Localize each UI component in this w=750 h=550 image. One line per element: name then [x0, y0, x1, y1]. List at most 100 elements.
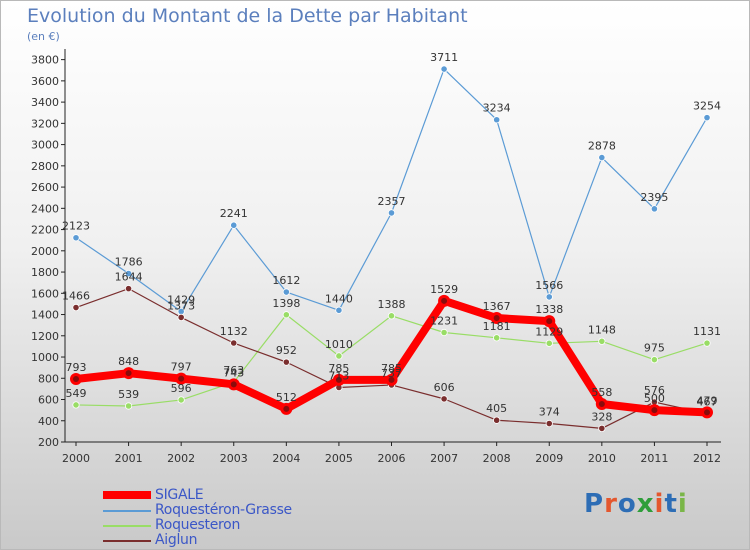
data-point-center-sigale: [441, 297, 448, 304]
x-tick-label: 2006: [378, 452, 406, 465]
data-label-roquesteron: 539: [118, 388, 139, 401]
legend-swatch-aiglun: [103, 540, 151, 542]
x-tick-label: 2001: [115, 452, 143, 465]
data-label-roquesteron: 1231: [430, 314, 458, 327]
data-label-roquesteron-grasse: 3234: [483, 102, 511, 115]
legend-label-roquesteron: Roquesteron: [155, 517, 241, 533]
data-point-roquesteron-grasse: [335, 306, 343, 314]
y-tick-label: 2600: [31, 181, 59, 194]
series-layer: [70, 65, 713, 433]
data-labels-layer: 2123 1786 1429 2241 1612 1440 2357 3711 3234 1566…: [62, 51, 721, 423]
y-tick-label: 1800: [31, 266, 59, 279]
data-point-center-sigale: [178, 375, 185, 382]
y-tick-label: 3800: [31, 54, 59, 67]
y-tick-label: 2400: [31, 202, 59, 215]
brand-letter: t: [664, 489, 678, 519]
data-label-aiglun: 737: [381, 367, 402, 380]
data-point-roquesteron-grasse: [493, 116, 501, 124]
y-tick-label: 2200: [31, 224, 59, 237]
data-point-roquesteron: [124, 402, 133, 410]
unit-label: (en €): [27, 30, 60, 43]
data-point-roquesteron: [335, 352, 343, 360]
y-tick-label: 2800: [31, 160, 59, 173]
chart-title: Evolution du Montant de la Dette par Hab…: [27, 5, 468, 27]
data-label-roquesteron: 596: [171, 382, 192, 395]
data-label-sigale: 785: [381, 362, 402, 375]
data-point-center-sigale: [73, 376, 79, 383]
data-point-aiglun: [493, 416, 501, 424]
brand-letter: x: [636, 489, 655, 519]
data-label-roquesteron-grasse: 2357: [378, 195, 406, 208]
brand-letter: r: [604, 489, 618, 519]
data-point-center-sigale: [598, 400, 605, 407]
data-point-roquesteron: [282, 311, 290, 319]
data-point-roquesteron-grasse: [650, 205, 659, 213]
data-label-roquesteron: 549: [66, 387, 87, 400]
brand-logo: Proxiti: [584, 489, 688, 519]
data-label-sigale: 1529: [430, 283, 458, 296]
legend-swatch-roquesteron: [103, 525, 151, 527]
axes: 200 400 600 800 1000 1200 1400 1600 1800 2000 2200…: [31, 49, 721, 465]
legend-swatch-roquesteron-grasse: [103, 510, 151, 512]
data-point-center-sigale: [230, 381, 237, 388]
brand-letter: P: [584, 489, 605, 519]
data-point-roquesteron-grasse: [703, 114, 711, 122]
data-point-roquesteron: [387, 312, 396, 320]
data-point-roquesteron-grasse: [598, 153, 606, 162]
data-point-center-sigale: [704, 409, 710, 416]
data-point-roquesteron: [440, 328, 448, 337]
x-tick-label: 2000: [62, 452, 90, 465]
data-point-aiglun: [440, 395, 448, 403]
data-point-aiglun: [282, 358, 290, 366]
data-label-aiglun: 606: [434, 381, 455, 394]
y-tick-label: 1000: [31, 351, 59, 364]
brand-letter: o: [617, 489, 637, 519]
legend-label-sigale: SIGALE: [155, 487, 204, 503]
data-point-roquesteron-grasse: [72, 234, 80, 242]
data-point-aiglun: [545, 419, 553, 428]
x-tick-label: 2007: [430, 452, 458, 465]
data-point-aiglun: [177, 313, 185, 322]
legend-swatch-sigale: [103, 491, 151, 499]
data-point-center-sigale: [546, 318, 553, 325]
y-tick-label: 800: [38, 372, 59, 385]
data-point-roquesteron: [703, 339, 711, 347]
series-line-roquesteron-grasse: [75, 68, 708, 313]
data-label-roquesteron: 1388: [378, 298, 406, 311]
x-tick-label: 2011: [640, 452, 668, 465]
y-tick-label: 2000: [31, 245, 59, 258]
data-point-aiglun: [72, 303, 80, 312]
data-label-aiglun: 1466: [62, 290, 90, 303]
x-tick-label: 2003: [220, 452, 248, 465]
x-tick-label: 2002: [167, 452, 195, 465]
data-label-aiglun: 374: [539, 406, 560, 419]
data-label-roquesteron: 1131: [693, 325, 721, 338]
data-label-roquesteron-grasse: 3711: [430, 51, 458, 64]
data-point-center-sigale: [283, 405, 290, 412]
x-tick-label: 2009: [535, 452, 563, 465]
y-tick-label: 1400: [31, 309, 59, 322]
data-label-roquesteron-grasse: 1440: [325, 292, 353, 305]
data-point-roquesteron-grasse: [440, 65, 448, 73]
x-tick-label: 2010: [588, 452, 616, 465]
data-label-sigale: 797: [171, 361, 192, 374]
y-tick-label: 3600: [31, 75, 59, 88]
data-point-roquesteron: [493, 334, 501, 342]
data-label-roquesteron: 1129: [535, 325, 563, 338]
data-label-aiglun: 328: [591, 410, 612, 423]
data-point-center-sigale: [125, 370, 132, 377]
y-tick-label: 200: [38, 436, 59, 449]
data-point-roquesteron: [545, 339, 553, 347]
data-label-aiglun: 467: [697, 396, 718, 409]
data-label-roquesteron-grasse: 3254: [693, 100, 721, 113]
data-label-roquesteron: 763: [223, 364, 244, 377]
data-label-roquesteron-grasse: 1612: [272, 274, 300, 287]
data-label-aiglun: 1644: [115, 271, 143, 284]
data-label-aiglun: 405: [486, 402, 507, 415]
brand-letter: i: [677, 489, 688, 519]
y-tick-label: 3400: [31, 96, 59, 109]
data-point-center-sigale: [651, 407, 658, 414]
data-label-aiglun: 713: [328, 370, 349, 383]
y-tick-label: 3000: [31, 139, 59, 152]
data-label-sigale: 848: [118, 355, 139, 368]
